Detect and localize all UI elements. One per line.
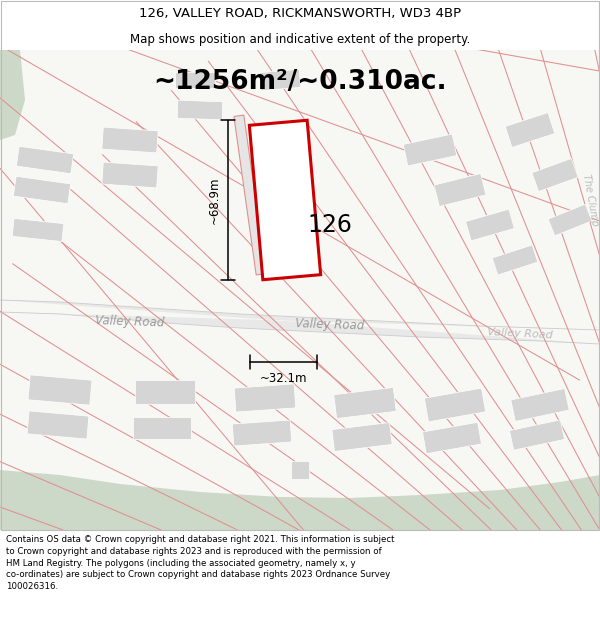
- Polygon shape: [27, 411, 89, 439]
- Polygon shape: [135, 380, 195, 404]
- Text: ~68.9m: ~68.9m: [208, 176, 221, 224]
- Text: Valley Road: Valley Road: [295, 318, 365, 332]
- Polygon shape: [532, 158, 578, 192]
- Text: Contains OS data © Crown copyright and database right 2021. This information is : Contains OS data © Crown copyright and d…: [6, 535, 395, 591]
- Polygon shape: [232, 420, 292, 446]
- Polygon shape: [509, 420, 565, 450]
- Text: 126: 126: [308, 213, 352, 237]
- Polygon shape: [492, 245, 538, 275]
- Polygon shape: [403, 134, 457, 166]
- Polygon shape: [0, 470, 600, 530]
- Text: ~32.1m: ~32.1m: [260, 371, 307, 384]
- Text: Valley Road: Valley Road: [95, 314, 165, 330]
- Polygon shape: [334, 388, 396, 419]
- Polygon shape: [511, 389, 569, 421]
- Polygon shape: [177, 100, 223, 120]
- Polygon shape: [0, 50, 25, 140]
- Text: The Clump: The Clump: [581, 173, 599, 227]
- Polygon shape: [291, 461, 309, 479]
- Polygon shape: [102, 162, 158, 188]
- Polygon shape: [234, 115, 266, 275]
- Polygon shape: [332, 422, 392, 451]
- Polygon shape: [28, 375, 92, 405]
- Polygon shape: [0, 300, 600, 344]
- Polygon shape: [505, 112, 555, 148]
- Polygon shape: [13, 176, 71, 204]
- Polygon shape: [424, 388, 485, 422]
- Polygon shape: [250, 120, 320, 280]
- Text: Valley Road: Valley Road: [487, 328, 553, 341]
- Text: ~1256m²/~0.310ac.: ~1256m²/~0.310ac.: [153, 69, 447, 95]
- Polygon shape: [234, 384, 296, 412]
- Polygon shape: [175, 72, 215, 88]
- Polygon shape: [466, 209, 514, 241]
- Polygon shape: [133, 417, 191, 439]
- Polygon shape: [548, 204, 592, 236]
- Polygon shape: [434, 174, 486, 206]
- Polygon shape: [12, 218, 64, 242]
- Text: 126, VALLEY ROAD, RICKMANSWORTH, WD3 4BP: 126, VALLEY ROAD, RICKMANSWORTH, WD3 4BP: [139, 8, 461, 21]
- Polygon shape: [422, 422, 481, 454]
- Polygon shape: [102, 127, 158, 153]
- Polygon shape: [259, 69, 301, 91]
- Polygon shape: [16, 146, 74, 174]
- Text: Map shows position and indicative extent of the property.: Map shows position and indicative extent…: [130, 32, 470, 46]
